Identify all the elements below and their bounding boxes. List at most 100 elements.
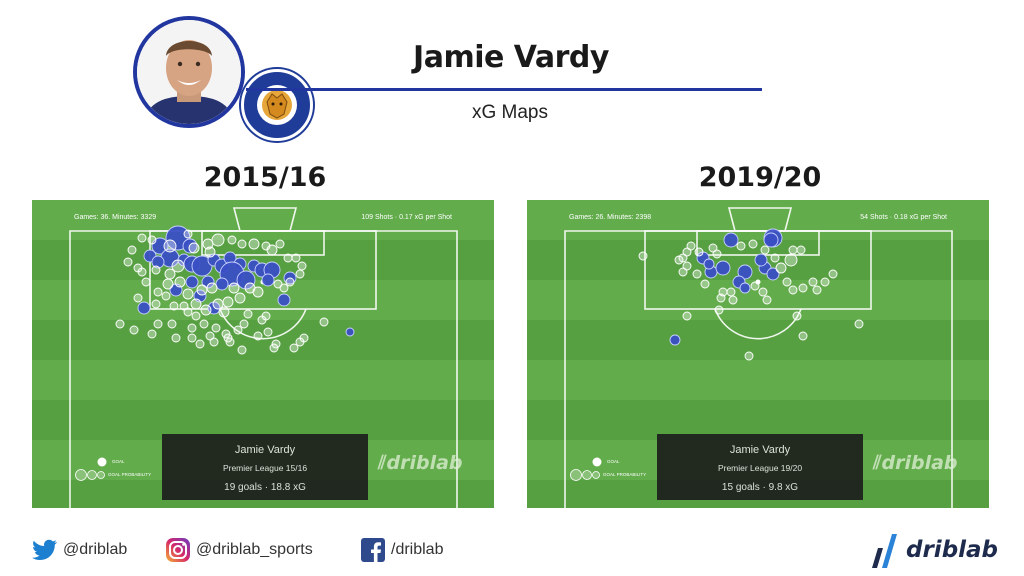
shot-goal [703,258,715,270]
shot-miss [273,279,283,289]
pitch-stripe [527,400,989,440]
shot-miss [129,325,139,335]
shot-miss [674,255,684,265]
shot-miss [164,268,176,280]
shot-miss [243,309,253,319]
shots-stat: 109 Shots · 0.17 xG per Shot [361,214,452,221]
instagram-icon [166,538,190,562]
shot-miss [183,229,193,239]
shot-miss [137,233,147,243]
pitch-stripe [527,360,989,400]
shot-miss [133,293,143,303]
twitter-label: @driblab [63,541,128,558]
shot-goal [723,232,739,248]
legend-prob-dot-small [97,471,105,479]
shot-miss [233,325,243,335]
shot-miss [297,261,307,271]
shot-miss [792,311,802,321]
shot-goal [766,267,780,281]
shot-goal [151,237,169,255]
shot-miss [199,319,209,329]
legend-prob-dot-large [75,469,87,481]
pitch-stripe [527,320,989,360]
shot-miss [854,319,864,329]
shot-miss [686,241,696,251]
shot-miss [211,233,225,247]
shot-miss [784,253,798,267]
shot-miss [291,253,301,263]
shot-miss [153,319,163,329]
shot-miss [289,343,299,353]
shot-miss [239,319,249,329]
shot-miss [762,295,772,305]
shot-goal [236,270,256,290]
season-label-left: 2015/16 [203,162,327,193]
facebook-icon [361,538,385,562]
shot-miss [211,323,221,333]
legend-prob-dot-small [592,471,600,479]
shot-goal [763,232,779,248]
shot-miss [174,276,186,288]
shot-miss [153,287,163,297]
shot-miss [162,278,174,290]
shot-miss [187,323,197,333]
shot-miss [812,285,822,295]
pitch-stripe [32,360,494,400]
shot-miss [190,298,202,310]
page-title: Jamie Vardy [413,40,609,75]
shot-goal [345,327,355,337]
shot-miss [163,239,177,253]
games-minutes-stat: Games: 36. Minutes: 3329 [74,214,157,221]
pitch-stripe [32,320,494,360]
shot-miss [237,239,247,249]
shot-map-panel: Games: 26. Minutes: 2398 54 Shots · 0.18… [527,200,989,508]
shot-miss [775,262,787,274]
shot-miss [147,329,157,339]
shot-miss [212,298,224,310]
shot-miss [266,244,278,256]
shot-miss [253,331,263,341]
goal-frame [727,207,793,232]
driblab-logo-icon [872,534,897,568]
shot-miss [692,269,702,279]
shot-miss [726,287,736,297]
shot-miss [225,337,235,347]
shot-miss [161,291,171,301]
shot-miss [141,277,151,287]
facebook-handle[interactable]: /driblab [360,537,443,563]
instagram-handle[interactable]: @driblab_sports [165,537,313,563]
twitter-handle[interactable]: @driblab [32,537,127,563]
shot-miss [750,281,760,291]
shot-miss [295,269,305,279]
shot-miss [263,327,273,337]
shot-miss [828,269,838,279]
pitch-stripe [32,400,494,440]
shot-miss [712,249,722,259]
shot-goal [277,293,291,307]
shot-goal [669,334,681,346]
player-info-box: Jamie Vardy Premier League 15/16 19 goal… [162,434,368,500]
shot-miss [237,345,247,355]
shot-miss [191,311,201,321]
shot-miss [205,331,215,341]
shot-goal [737,264,753,280]
shot-miss [269,343,279,353]
shot-miss [758,287,768,297]
shot-miss [678,267,688,277]
shot-miss [123,257,133,267]
shot-goal [182,238,198,254]
shot-miss [115,319,125,329]
info-player-name: Jamie Vardy [234,444,296,456]
penalty-arc [714,308,802,340]
player-info-box: Jamie Vardy Premier League 19/20 15 goal… [657,434,863,500]
shot-miss [788,245,798,255]
shot-miss [167,319,177,329]
shot-miss [638,251,648,261]
shot-map-panel: Games: 36. Minutes: 3329 109 Shots · 0.1… [32,200,494,508]
shot-miss [196,284,208,296]
legend-prob-dot-medium [87,470,97,480]
shot-miss [182,288,194,300]
shot-miss [682,261,692,271]
driblab-brand-text: driblab [906,537,999,563]
player-portrait [133,16,245,128]
